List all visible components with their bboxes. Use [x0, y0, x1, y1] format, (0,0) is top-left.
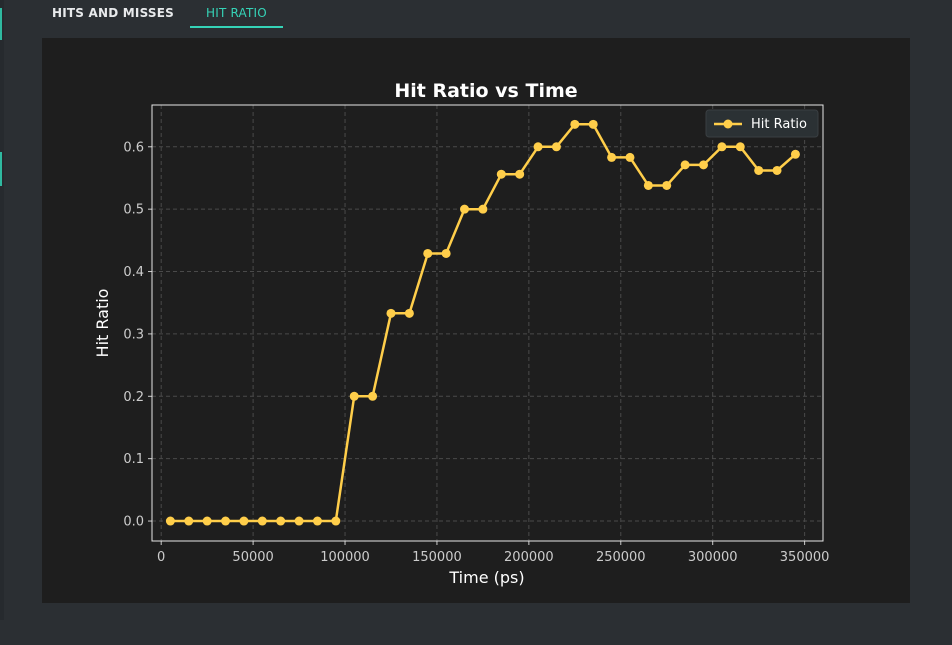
data-point	[423, 248, 433, 258]
y-tick-label: 0.5	[123, 203, 144, 218]
data-point	[588, 119, 598, 129]
legend: Hit Ratio	[705, 109, 819, 138]
x-tick-label: 200000	[504, 550, 554, 565]
legend-box	[705, 109, 819, 138]
data-point	[680, 160, 690, 170]
x-tick-label: 250000	[596, 550, 646, 565]
legend-marker	[723, 119, 733, 129]
data-point	[221, 516, 231, 526]
data-point	[478, 204, 488, 214]
sidebar-accent-mid	[0, 152, 2, 186]
data-point	[625, 152, 635, 162]
data-point	[441, 248, 451, 258]
sidebar-edge	[0, 0, 4, 645]
x-tick-label: 300000	[688, 550, 738, 565]
data-point	[735, 142, 745, 152]
y-tick-label: 0.4	[123, 265, 144, 280]
x-tick-label: 0	[157, 550, 165, 565]
data-point	[570, 119, 580, 129]
chart-panel: Hit Ratio vs Time 0 50000 100000 150000 2000…	[42, 38, 910, 603]
sidebar-accent-top	[0, 8, 2, 40]
bottom-bar	[0, 620, 952, 645]
x-tick-label: 50000	[232, 550, 273, 565]
grid-lines	[152, 105, 823, 541]
data-point	[349, 391, 359, 401]
data-point	[202, 516, 212, 526]
y-axis-ticks: 0.0 0.1 0.2 0.3 0.4 0.5 0.6	[123, 140, 152, 530]
legend-label: Hit Ratio	[751, 117, 807, 132]
tab-hit-ratio[interactable]: HIT RATIO	[189, 0, 283, 28]
data-point	[699, 160, 709, 170]
series-line	[170, 123, 797, 523]
data-point	[239, 516, 249, 526]
data-point	[294, 516, 304, 526]
x-tick-label: 350000	[780, 550, 830, 565]
chart-title: Hit Ratio vs Time	[394, 80, 577, 102]
x-axis-ticks: 0 50000 100000 150000 200000 250000 300000 3500…	[157, 541, 829, 565]
x-tick-label: 150000	[412, 550, 462, 565]
data-point	[331, 516, 341, 526]
data-point	[551, 142, 561, 152]
data-point	[165, 516, 175, 526]
data-point	[717, 142, 727, 152]
y-tick-label: 0.6	[123, 140, 144, 155]
data-point	[276, 516, 286, 526]
y-tick-label: 0.1	[123, 452, 144, 467]
y-tick-label: 0.0	[123, 515, 144, 530]
data-point	[643, 180, 653, 190]
data-point	[184, 516, 194, 526]
data-point	[790, 149, 800, 159]
data-point	[533, 142, 543, 152]
data-point	[607, 152, 617, 162]
y-tick-label: 0.3	[123, 327, 144, 342]
series-hit-ratio	[165, 119, 800, 526]
tab-bar: HITS AND MISSES HIT RATIO	[36, 0, 283, 30]
data-point	[496, 169, 506, 179]
data-point	[386, 308, 396, 318]
x-axis-label: Time (ps)	[448, 568, 524, 587]
data-point	[312, 516, 322, 526]
tab-hits-and-misses[interactable]: HITS AND MISSES	[52, 6, 174, 20]
plot-frame	[151, 104, 824, 542]
data-point	[515, 169, 525, 179]
data-point	[772, 165, 782, 175]
data-point	[662, 180, 672, 190]
y-tick-label: 0.2	[123, 390, 144, 405]
data-point	[460, 204, 470, 214]
data-point	[368, 391, 378, 401]
data-point	[754, 165, 764, 175]
data-point	[404, 308, 414, 318]
y-axis-label: Hit Ratio	[93, 289, 112, 358]
data-point	[257, 516, 267, 526]
hit-ratio-chart: Hit Ratio vs Time 0 50000 100000 150000 2000…	[93, 80, 829, 587]
x-tick-label: 100000	[320, 550, 370, 565]
